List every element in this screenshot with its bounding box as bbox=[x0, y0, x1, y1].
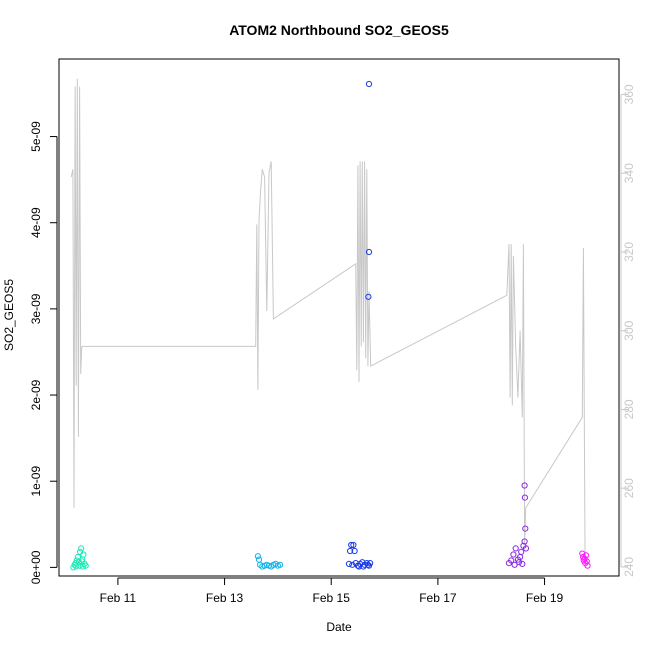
y-tick-label: 3e-09 bbox=[29, 293, 43, 324]
data-point-3-16 bbox=[365, 80, 373, 88]
data-point-4-7 bbox=[519, 560, 526, 568]
data-point-1-16 bbox=[79, 563, 87, 570]
y2-tick-label: 340 bbox=[622, 163, 636, 183]
data-point-5-8 bbox=[584, 562, 591, 569]
data-point-4-12 bbox=[521, 482, 528, 489]
y-axis-label: SO2_GEOS5 bbox=[2, 279, 16, 351]
data-point-1-8 bbox=[78, 545, 85, 552]
flight-track-line bbox=[70, 78, 586, 567]
y2-tick-label: 260 bbox=[622, 478, 636, 498]
data-point-5-7 bbox=[583, 558, 590, 565]
data-point-3-5 bbox=[345, 560, 353, 568]
chart-title: ATOM2 Northbound SO2_GEOS5 bbox=[229, 22, 449, 38]
y2-tick-label: 360 bbox=[622, 84, 636, 104]
axes-layer: Feb 11 Feb 13 Feb 15 Feb 17 Feb 19 0e+00 1e-09… bbox=[29, 84, 636, 605]
y-tick-label: 2e-09 bbox=[29, 379, 43, 410]
data-point-4-16 bbox=[511, 561, 518, 568]
data-point-3-6 bbox=[349, 561, 356, 568]
data-point-3-2 bbox=[350, 541, 357, 549]
plot-area-border bbox=[58, 58, 620, 577]
data-point-3-4 bbox=[347, 547, 354, 555]
y2-tick-label: 240 bbox=[622, 557, 636, 577]
data-point-2-12 bbox=[277, 561, 284, 568]
x-tick-label: Feb 15 bbox=[313, 591, 351, 605]
data-point-4-10 bbox=[522, 525, 529, 532]
y-tick-label: 0e+00 bbox=[29, 550, 43, 584]
x-axis-label: Date bbox=[326, 620, 352, 634]
data-point-2-1 bbox=[254, 553, 261, 560]
y2-tick-label: 320 bbox=[622, 242, 636, 262]
y-tick-label: 4e-09 bbox=[29, 207, 43, 238]
data-point-5-1 bbox=[579, 550, 586, 557]
y-tick-label: 5e-09 bbox=[29, 121, 43, 152]
data-point-3-19 bbox=[355, 563, 363, 570]
data-point-4-9 bbox=[521, 538, 528, 545]
data-point-4-4 bbox=[512, 545, 519, 552]
data-point-4-2 bbox=[508, 557, 515, 564]
x-tick-label: Feb 17 bbox=[419, 591, 457, 605]
y2-tick-label: 300 bbox=[622, 320, 636, 340]
data-point-4-13 bbox=[522, 545, 530, 552]
y2-tick-label: 280 bbox=[622, 399, 636, 419]
data-points-layer bbox=[70, 80, 591, 571]
x-tick-label: Feb 19 bbox=[526, 591, 564, 605]
data-point-4-14 bbox=[518, 548, 525, 556]
data-point-1-10 bbox=[80, 551, 87, 558]
data-point-3-18 bbox=[365, 293, 372, 300]
x-tick-label: Feb 11 bbox=[100, 591, 137, 605]
data-point-3-3 bbox=[351, 547, 358, 555]
data-point-4-15 bbox=[515, 559, 523, 566]
x-tick-label: Feb 13 bbox=[206, 591, 244, 605]
data-point-4-3 bbox=[510, 551, 517, 558]
data-point-1-12 bbox=[82, 562, 89, 569]
data-point-3-17 bbox=[365, 248, 373, 256]
y-tick-label: 1e-09 bbox=[29, 466, 43, 497]
data-point-4-11 bbox=[521, 494, 529, 501]
data-point-5-6 bbox=[582, 552, 590, 559]
flight-track-layer bbox=[70, 78, 586, 567]
data-point-1-13 bbox=[73, 563, 80, 570]
data-point-3-1 bbox=[348, 541, 355, 549]
data-point-3-20 bbox=[360, 563, 367, 570]
